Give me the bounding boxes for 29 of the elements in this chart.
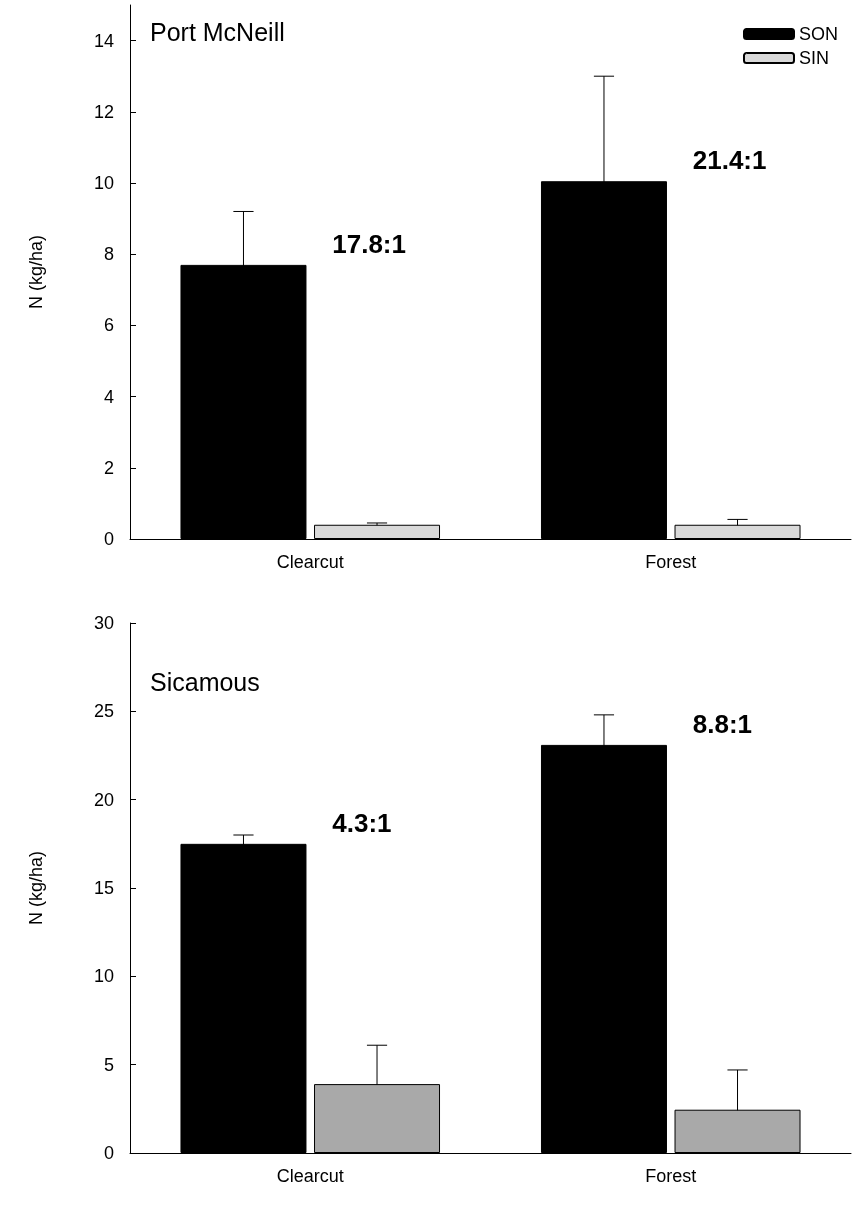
y-tick-label: 0 xyxy=(103,529,114,549)
y-tick-label: 14 xyxy=(93,30,114,51)
y-tick-label: 2 xyxy=(103,457,114,478)
text: Port McNeill xyxy=(150,17,285,46)
x-tick-label: Forest xyxy=(645,552,697,572)
legend-label: SON xyxy=(798,24,839,44)
y-tick-label: 5 xyxy=(103,1054,114,1075)
text: Sicamous xyxy=(150,667,260,696)
y-tick-label: 4 xyxy=(103,386,114,407)
y-tick-label: 25 xyxy=(93,701,114,722)
y-tick-label: 0 xyxy=(103,1143,114,1163)
x-tick-label: Clearcut xyxy=(276,552,344,572)
annotation: 17.8:1 xyxy=(332,228,406,259)
y-tick-label: 6 xyxy=(103,315,114,336)
y-tick-label: 10 xyxy=(93,173,114,193)
y-tick-label: 12 xyxy=(93,101,114,122)
y-tick-label: 30 xyxy=(93,613,114,633)
annotation: 8.8:1 xyxy=(692,708,753,739)
y-axis-title: N (kg/ha) xyxy=(26,234,46,310)
y-tick-label: 20 xyxy=(93,789,114,810)
legend-label: SIN xyxy=(798,48,830,68)
y-axis-title: N (kg/ha) xyxy=(26,850,46,926)
x-tick-label: Clearcut xyxy=(276,1166,344,1186)
annotation: 21.4:1 xyxy=(692,145,767,176)
x-tick-label: Forest xyxy=(645,1166,697,1186)
annotation: 4.3:1 xyxy=(332,807,392,838)
y-tick-label: 10 xyxy=(93,966,114,987)
y-tick-label: 15 xyxy=(93,878,114,898)
y-tick-label: 8 xyxy=(103,244,114,265)
